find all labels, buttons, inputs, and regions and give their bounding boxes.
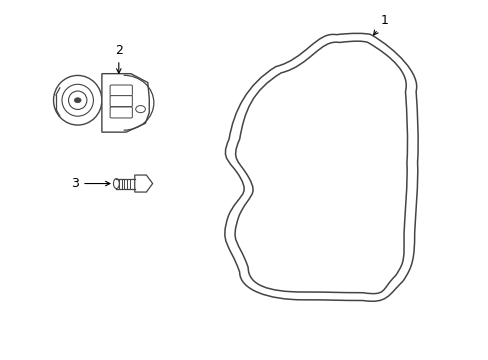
FancyBboxPatch shape xyxy=(110,85,132,96)
Text: 2: 2 xyxy=(115,44,122,73)
FancyBboxPatch shape xyxy=(110,107,132,118)
Text: 3: 3 xyxy=(71,177,110,190)
Circle shape xyxy=(74,98,81,103)
Circle shape xyxy=(136,105,145,113)
Ellipse shape xyxy=(62,84,93,116)
Polygon shape xyxy=(102,74,149,132)
Text: 1: 1 xyxy=(373,14,388,35)
FancyBboxPatch shape xyxy=(110,96,132,107)
Polygon shape xyxy=(135,175,152,192)
Ellipse shape xyxy=(68,91,87,109)
Ellipse shape xyxy=(113,179,119,189)
Ellipse shape xyxy=(53,76,102,125)
